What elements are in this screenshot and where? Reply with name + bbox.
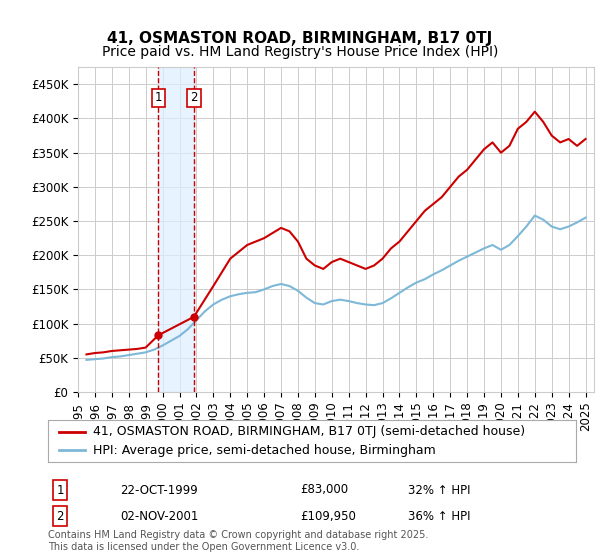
- Text: 2: 2: [190, 91, 197, 105]
- Text: HPI: Average price, semi-detached house, Birmingham: HPI: Average price, semi-detached house,…: [93, 444, 436, 457]
- Text: 22-OCT-1999: 22-OCT-1999: [120, 483, 198, 497]
- Text: 36% ↑ HPI: 36% ↑ HPI: [408, 510, 470, 523]
- Bar: [158, 67, 194, 392]
- Text: Price paid vs. HM Land Registry's House Price Index (HPI): Price paid vs. HM Land Registry's House …: [102, 45, 498, 59]
- Text: 02-NOV-2001: 02-NOV-2001: [120, 510, 199, 523]
- Text: Contains HM Land Registry data © Crown copyright and database right 2025.
This d: Contains HM Land Registry data © Crown c…: [48, 530, 428, 552]
- Text: 41, OSMASTON ROAD, BIRMINGHAM, B17 0TJ (semi-detached house): 41, OSMASTON ROAD, BIRMINGHAM, B17 0TJ (…: [93, 425, 525, 438]
- Text: 41, OSMASTON ROAD, BIRMINGHAM, B17 0TJ: 41, OSMASTON ROAD, BIRMINGHAM, B17 0TJ: [107, 31, 493, 46]
- Text: 1: 1: [155, 91, 162, 105]
- Text: £109,950: £109,950: [300, 510, 356, 523]
- Text: 1: 1: [56, 483, 64, 497]
- Text: £83,000: £83,000: [300, 483, 348, 497]
- Text: 32% ↑ HPI: 32% ↑ HPI: [408, 483, 470, 497]
- Text: 2: 2: [56, 510, 64, 523]
